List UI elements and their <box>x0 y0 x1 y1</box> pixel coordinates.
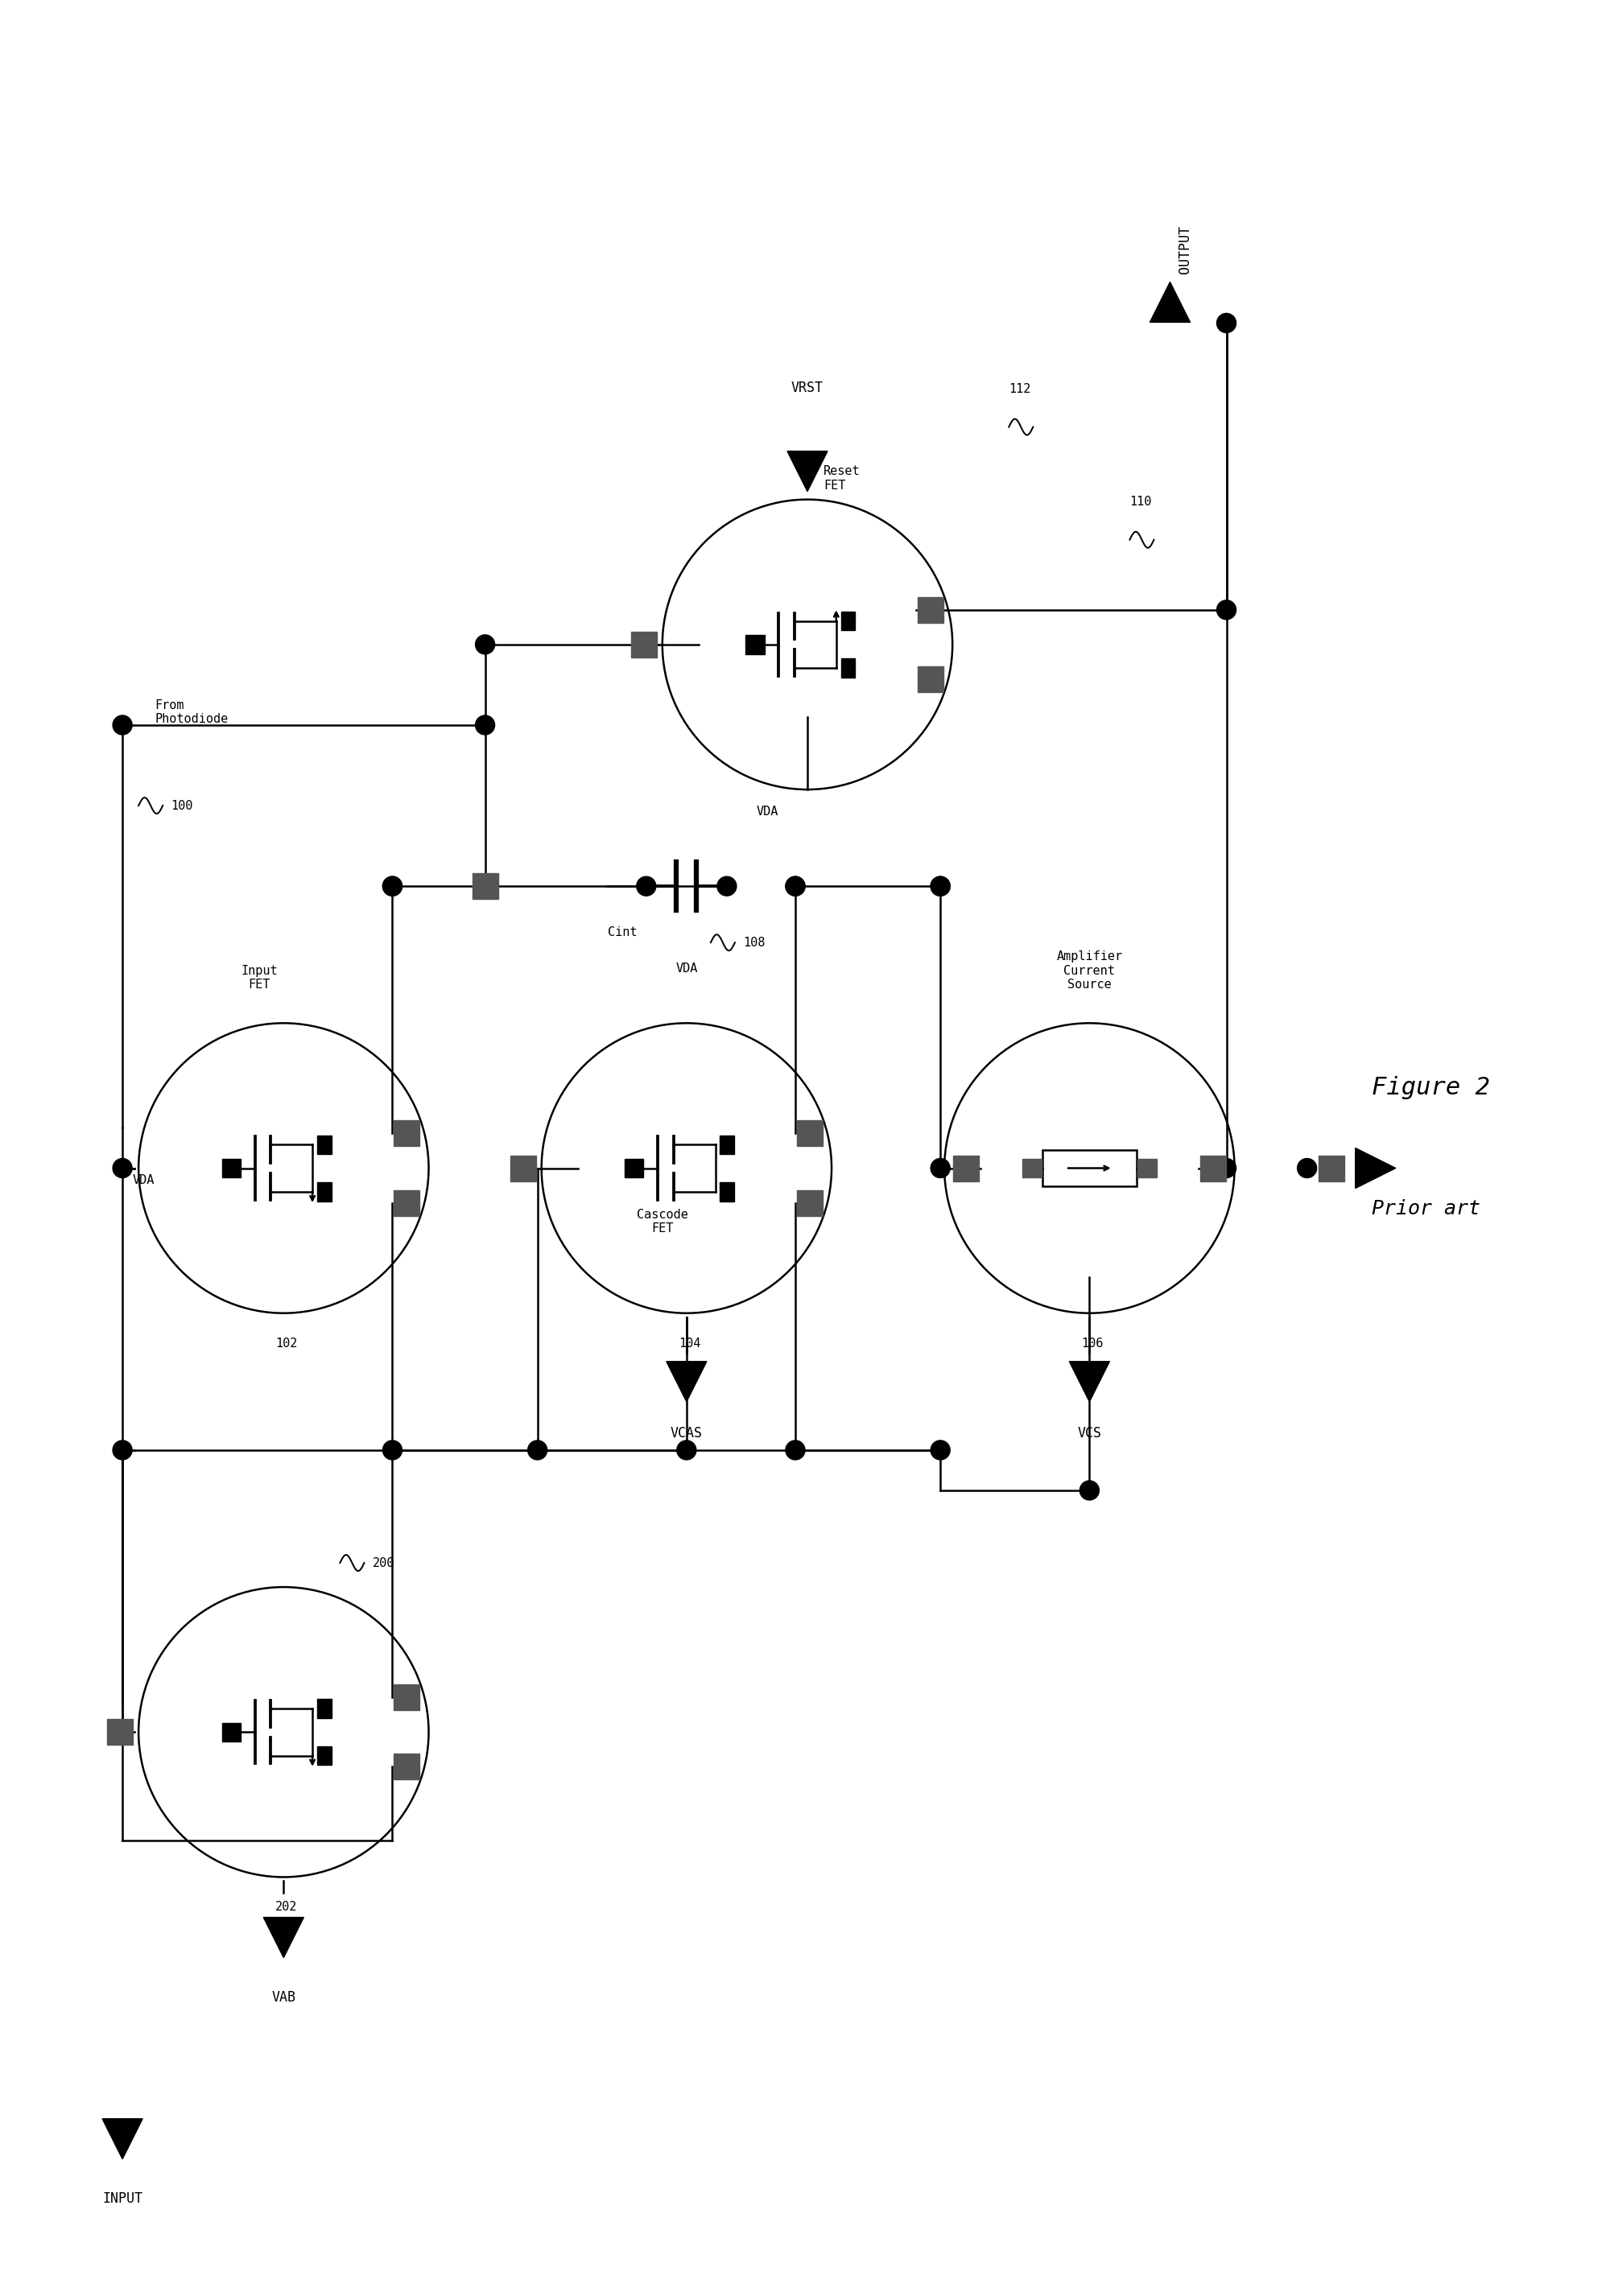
Text: VCS: VCS <box>1077 1426 1101 1440</box>
Text: Figure 2: Figure 2 <box>1370 1077 1490 1100</box>
Polygon shape <box>394 1754 420 1779</box>
Circle shape <box>1217 1159 1235 1178</box>
Polygon shape <box>841 611 855 631</box>
Text: 200: 200 <box>373 1557 394 1568</box>
Polygon shape <box>1068 1362 1109 1403</box>
Polygon shape <box>316 1182 331 1201</box>
Polygon shape <box>917 597 943 622</box>
Text: VCAS: VCAS <box>670 1426 702 1440</box>
Text: 102: 102 <box>276 1336 297 1350</box>
Polygon shape <box>221 1722 240 1740</box>
Circle shape <box>930 1159 949 1178</box>
Text: 112: 112 <box>1009 383 1030 395</box>
Circle shape <box>1080 1481 1099 1499</box>
Text: 106: 106 <box>1081 1336 1102 1350</box>
Polygon shape <box>316 1699 331 1717</box>
Polygon shape <box>797 1189 822 1215</box>
Circle shape <box>1217 599 1235 620</box>
Circle shape <box>676 1440 696 1460</box>
Circle shape <box>383 877 402 895</box>
Circle shape <box>383 1440 402 1460</box>
Text: Reset
FET: Reset FET <box>823 466 860 491</box>
Text: VRST: VRST <box>791 381 823 395</box>
Circle shape <box>930 1440 949 1460</box>
Text: OUTPUT: OUTPUT <box>1178 225 1193 273</box>
Text: Cascode
FET: Cascode FET <box>636 1208 688 1235</box>
Polygon shape <box>1138 1159 1156 1178</box>
Circle shape <box>383 877 402 895</box>
Text: INPUT: INPUT <box>102 2190 142 2206</box>
Circle shape <box>528 1440 547 1460</box>
Text: 100: 100 <box>171 799 192 813</box>
Polygon shape <box>952 1155 978 1180</box>
Polygon shape <box>471 872 497 900</box>
Polygon shape <box>1149 282 1190 321</box>
Circle shape <box>475 634 494 654</box>
Polygon shape <box>667 1362 707 1403</box>
Circle shape <box>475 877 494 895</box>
Circle shape <box>113 1440 132 1460</box>
Circle shape <box>930 877 949 895</box>
Circle shape <box>113 1159 132 1178</box>
Polygon shape <box>394 1189 420 1215</box>
Polygon shape <box>1022 1159 1041 1178</box>
Polygon shape <box>316 1747 331 1766</box>
Text: Input
FET: Input FET <box>240 964 278 992</box>
Polygon shape <box>625 1159 644 1178</box>
Polygon shape <box>263 1917 303 1958</box>
Polygon shape <box>1354 1148 1394 1189</box>
Polygon shape <box>102 2119 142 2158</box>
Polygon shape <box>841 659 855 677</box>
Text: VDA: VDA <box>675 962 697 976</box>
Circle shape <box>475 716 494 735</box>
Text: 104: 104 <box>678 1336 700 1350</box>
Text: 202: 202 <box>276 1901 297 1913</box>
Text: Amplifier
Current
Source: Amplifier Current Source <box>1056 951 1122 992</box>
Text: Prior art: Prior art <box>1370 1199 1480 1219</box>
Polygon shape <box>107 1720 132 1745</box>
Polygon shape <box>510 1155 536 1180</box>
Polygon shape <box>221 1159 240 1178</box>
Polygon shape <box>394 1120 420 1146</box>
Polygon shape <box>917 666 943 691</box>
Polygon shape <box>394 1685 420 1711</box>
Polygon shape <box>788 450 826 491</box>
Circle shape <box>636 877 655 895</box>
Text: 110: 110 <box>1130 496 1151 507</box>
Circle shape <box>1296 1159 1315 1178</box>
Circle shape <box>786 877 805 895</box>
Circle shape <box>930 877 949 895</box>
Text: From
Photodiode: From Photodiode <box>155 698 228 726</box>
Text: Cint: Cint <box>607 928 636 939</box>
Text: VDA: VDA <box>132 1173 155 1187</box>
Circle shape <box>113 716 132 735</box>
Circle shape <box>113 1722 132 1743</box>
Text: VDA: VDA <box>755 806 778 817</box>
Text: VAB: VAB <box>271 1991 295 2004</box>
Circle shape <box>717 877 736 895</box>
Circle shape <box>1217 312 1235 333</box>
Polygon shape <box>720 1182 734 1201</box>
Polygon shape <box>1199 1155 1225 1180</box>
Polygon shape <box>316 1134 331 1155</box>
Circle shape <box>786 1440 805 1460</box>
Text: 108: 108 <box>742 937 765 948</box>
Polygon shape <box>631 631 657 657</box>
Polygon shape <box>746 636 763 654</box>
Polygon shape <box>720 1134 734 1155</box>
Polygon shape <box>797 1120 822 1146</box>
Circle shape <box>786 877 805 895</box>
Circle shape <box>475 877 494 895</box>
Polygon shape <box>1317 1155 1343 1180</box>
